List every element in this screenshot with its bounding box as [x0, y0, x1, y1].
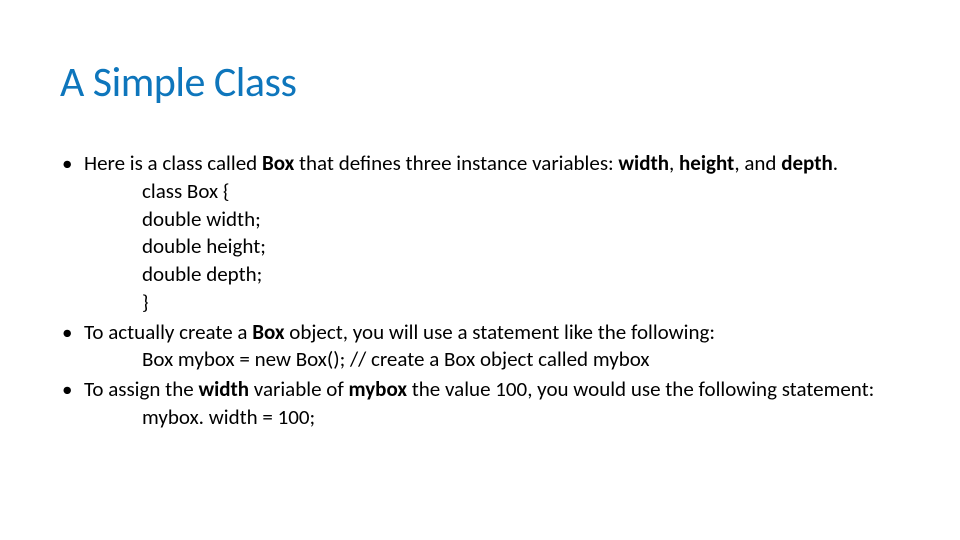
- bullet-text: Here is a class called Box that defines …: [84, 150, 838, 176]
- text-run: that defines three instance variables:: [294, 150, 618, 176]
- text-run: , and: [734, 150, 781, 176]
- code-line: mybox. width = 100;: [142, 404, 900, 432]
- text-run: To assign the: [84, 376, 198, 402]
- code-line: Box mybox = new Box(); // create a Box o…: [142, 346, 900, 374]
- text-run: .: [833, 150, 838, 176]
- code-block: class Box { double width; double height;…: [84, 178, 900, 317]
- text-run: ,: [669, 150, 679, 176]
- bullet-item: Here is a class called Box that defines …: [84, 150, 900, 316]
- text-bold: width: [618, 150, 669, 176]
- bullet-text: To assign the width variable of mybox th…: [84, 376, 874, 402]
- text-bold: Box: [262, 150, 294, 176]
- text-run: the value 100, you would use the followi…: [407, 376, 874, 402]
- slide-title: A Simple Class: [60, 60, 900, 106]
- slide-body: Here is a class called Box that defines …: [60, 150, 900, 431]
- bullet-item: To assign the width variable of mybox th…: [84, 376, 900, 431]
- text-bold: depth: [781, 150, 833, 176]
- code-line: double width;: [142, 206, 900, 234]
- bullet-text: To actually create a Box object, you wil…: [84, 319, 715, 345]
- code-block: mybox. width = 100;: [84, 404, 900, 432]
- code-line: }: [142, 289, 900, 317]
- code-line: double height;: [142, 233, 900, 261]
- text-bold: width: [198, 376, 249, 402]
- code-line: class Box {: [142, 178, 900, 206]
- bullet-list: Here is a class called Box that defines …: [60, 150, 900, 431]
- slide: A Simple Class Here is a class called Bo…: [0, 0, 960, 540]
- bullet-item: To actually create a Box object, you wil…: [84, 319, 900, 374]
- code-block: Box mybox = new Box(); // create a Box o…: [84, 346, 900, 374]
- text-bold: height: [679, 150, 734, 176]
- text-run: Here is a class called: [84, 150, 262, 176]
- text-run: object, you will use a statement like th…: [285, 319, 716, 345]
- text-run: To actually create a: [84, 319, 252, 345]
- text-bold: Box: [252, 319, 284, 345]
- text-run: variable of: [249, 376, 348, 402]
- code-line: double depth;: [142, 261, 900, 289]
- text-bold: mybox: [349, 376, 407, 402]
